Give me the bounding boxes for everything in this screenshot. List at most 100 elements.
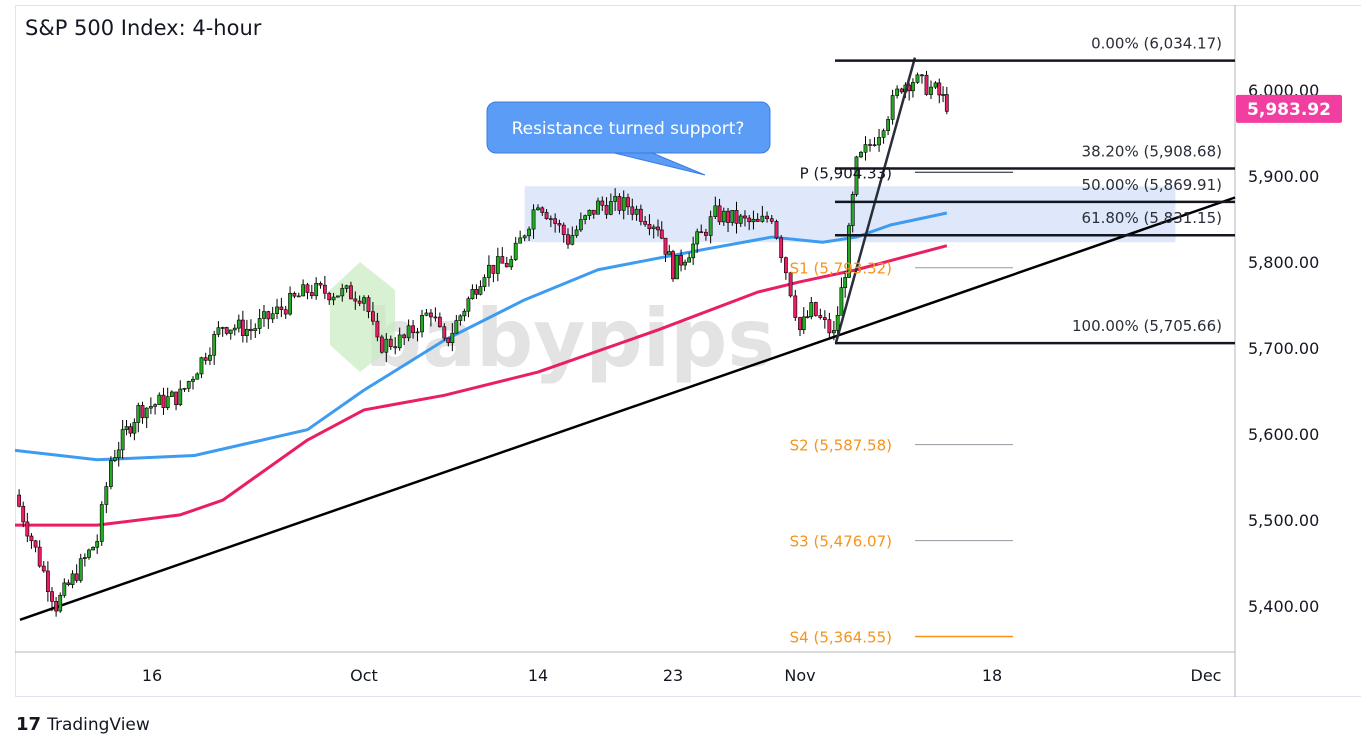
candle <box>220 327 225 329</box>
candle <box>747 217 752 223</box>
candle <box>704 231 708 236</box>
candle <box>279 306 284 310</box>
candle <box>886 119 890 132</box>
candle <box>708 216 713 236</box>
candle <box>314 283 319 297</box>
candle <box>161 394 166 408</box>
candle <box>877 137 881 146</box>
candle <box>50 591 54 602</box>
candle <box>437 316 442 328</box>
x-tick-label: 18 <box>982 666 1002 685</box>
candle <box>798 317 802 331</box>
candle <box>944 94 949 112</box>
candle <box>643 221 648 225</box>
candle <box>548 218 553 220</box>
candle <box>58 595 63 612</box>
fib-level-label: 100.00% (5,705.66) <box>1072 317 1222 335</box>
candle <box>91 546 95 551</box>
fib-level-label: 0.00% (6,034.17) <box>1091 35 1222 53</box>
candle <box>458 315 463 321</box>
candle <box>578 219 583 231</box>
candle <box>755 218 760 222</box>
candle <box>411 325 415 334</box>
candle <box>78 558 83 581</box>
candle <box>191 378 195 382</box>
candle <box>228 329 233 334</box>
candle <box>375 320 380 338</box>
callout-box <box>486 101 771 154</box>
candle <box>21 505 26 523</box>
candle <box>216 327 221 335</box>
candle <box>41 565 46 572</box>
y-tick-label: 5,900.00 <box>1248 167 1319 186</box>
candle <box>349 285 353 300</box>
candle <box>33 540 38 548</box>
candle <box>617 196 622 211</box>
candle <box>466 298 471 312</box>
y-tick-label: 5,500.00 <box>1248 511 1319 530</box>
candle <box>240 319 245 336</box>
candle <box>513 242 518 260</box>
candle <box>266 311 271 320</box>
candle <box>847 225 851 278</box>
candle <box>596 200 600 215</box>
candle <box>713 205 718 217</box>
candle <box>574 229 579 236</box>
x-tick-label: 16 <box>142 666 162 685</box>
candle <box>656 226 660 231</box>
pivot-label: S4 (5,364.55) <box>790 628 892 646</box>
candle <box>721 210 726 223</box>
candle <box>730 210 735 223</box>
candle <box>357 300 362 304</box>
candle <box>726 210 730 223</box>
candle <box>128 426 133 434</box>
y-tick-label: 5,400.00 <box>1248 597 1319 616</box>
candle <box>462 310 467 317</box>
candle <box>95 541 100 548</box>
candle <box>275 306 279 314</box>
candle <box>309 292 314 297</box>
candle <box>630 206 635 215</box>
candle <box>99 504 104 542</box>
candle <box>384 338 389 353</box>
candle <box>638 208 643 222</box>
candle <box>283 309 288 315</box>
y-tick-label: 5,800.00 <box>1248 253 1319 272</box>
candle <box>818 315 823 318</box>
callout-pointer <box>609 151 706 176</box>
candle <box>454 320 459 334</box>
candle <box>104 486 109 505</box>
candle <box>203 357 208 361</box>
candle <box>195 373 200 380</box>
candle <box>74 573 79 581</box>
candle <box>366 297 371 313</box>
candle <box>82 557 87 559</box>
candle <box>924 74 929 95</box>
candle <box>495 256 500 274</box>
candle <box>54 601 59 612</box>
candle <box>29 535 34 542</box>
candle <box>253 328 258 332</box>
candle <box>340 288 345 297</box>
candle <box>805 316 810 319</box>
candle <box>621 197 626 211</box>
tradingview-logo[interactable]: 17 TradingView <box>16 714 150 735</box>
candle <box>793 295 798 318</box>
candle <box>822 317 827 320</box>
candle <box>941 94 945 96</box>
candle <box>544 212 549 220</box>
candle <box>890 95 895 120</box>
candle <box>470 289 475 299</box>
candle <box>148 406 153 409</box>
candle <box>801 316 806 331</box>
x-tick-label: Nov <box>784 666 815 685</box>
candle <box>482 277 487 287</box>
chart-title: S&P 500 Index: 4-hour <box>25 16 262 40</box>
candle <box>743 215 747 219</box>
candle <box>859 151 863 158</box>
candle <box>424 312 429 316</box>
candle <box>843 277 848 288</box>
candle <box>153 404 157 407</box>
candle <box>442 326 447 339</box>
